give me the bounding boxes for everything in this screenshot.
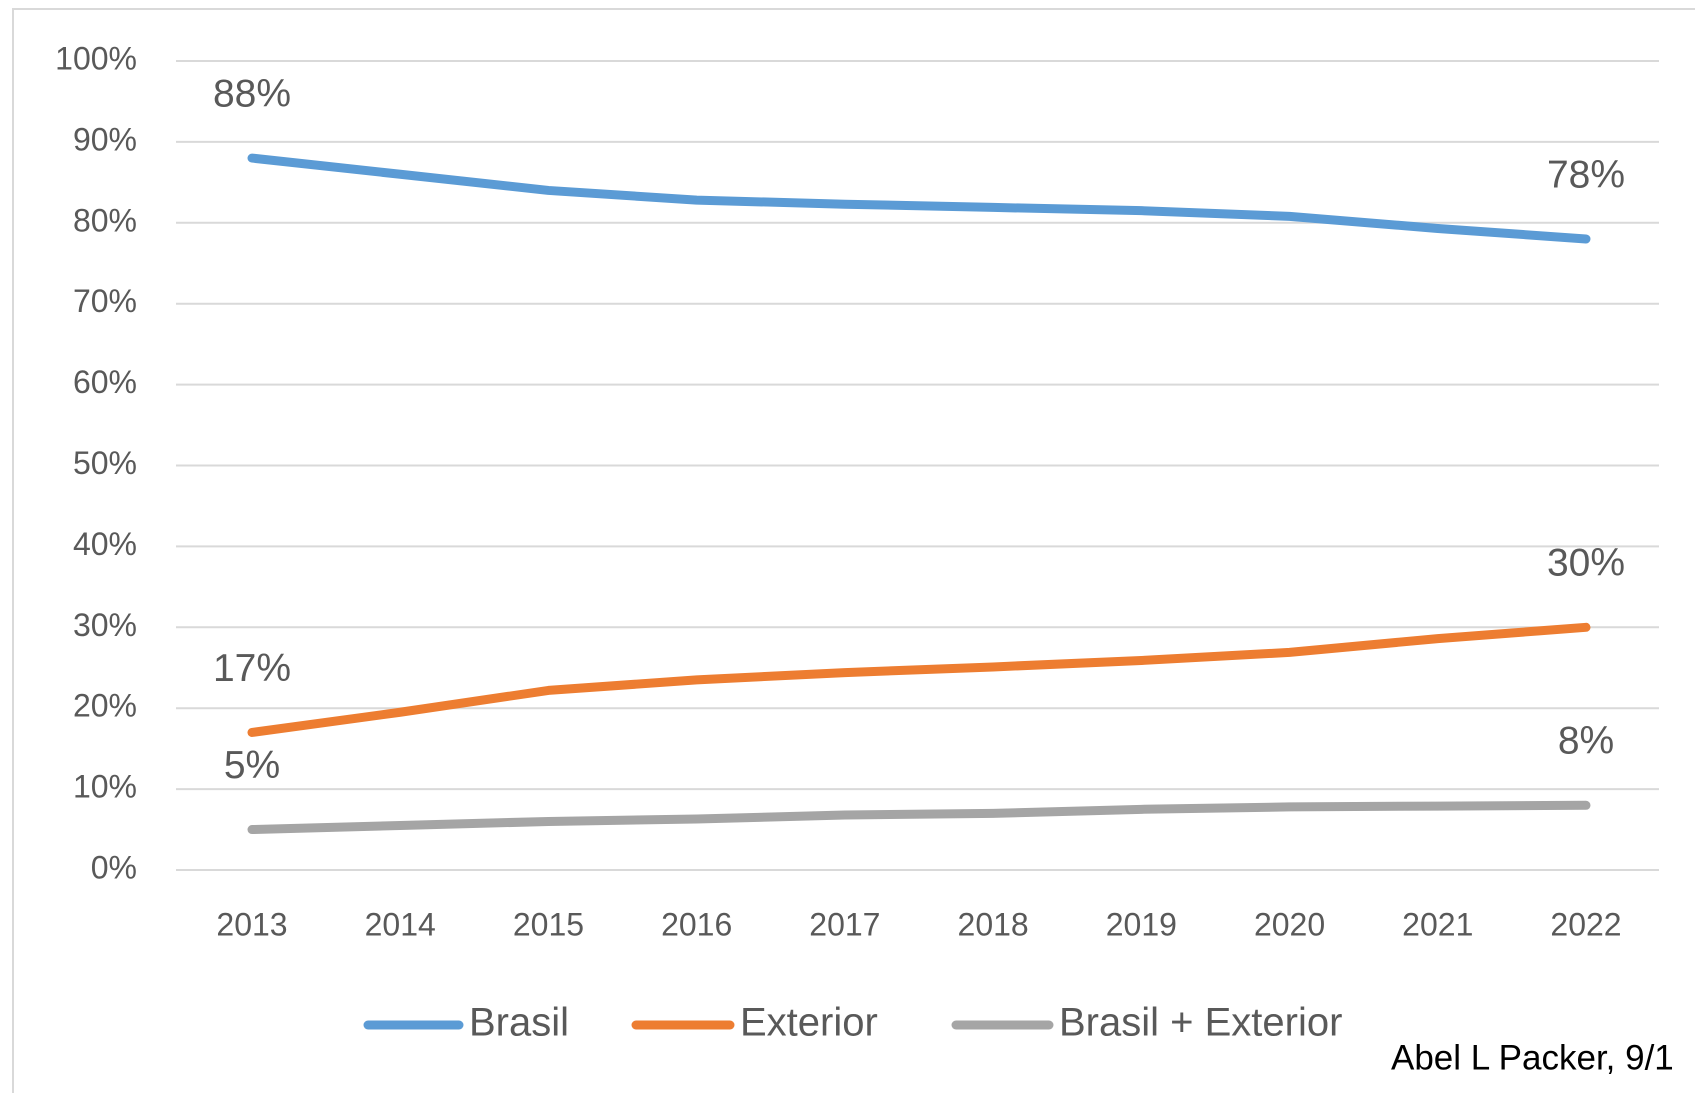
series-line — [247, 153, 1591, 244]
legend-label: Brasil — [469, 1001, 569, 1045]
x-tick-label: 2014 — [365, 906, 436, 942]
x-tick-label: 2015 — [513, 906, 584, 942]
annotation: Abel L Packer, 9/1 — [1391, 1038, 1674, 1077]
y-tick-label: 70% — [73, 283, 137, 319]
y-tick-label: 90% — [73, 121, 137, 157]
data-label: 17% — [213, 647, 291, 690]
data-label: 5% — [224, 744, 280, 787]
y-tick-label: 0% — [91, 849, 137, 885]
y-tick-label: 60% — [73, 364, 137, 400]
x-tick-label: 2020 — [1254, 906, 1325, 942]
x-tick-label: 2017 — [809, 906, 880, 942]
x-tick-label: 2019 — [1106, 906, 1177, 942]
y-tick-label: 50% — [73, 445, 137, 481]
y-tick-label: 80% — [73, 202, 137, 238]
legend-label: Exterior — [740, 1001, 878, 1045]
x-tick-label: 2021 — [1402, 906, 1473, 942]
y-tick-label: 40% — [73, 526, 137, 562]
legend-label: Brasil + Exterior — [1059, 1001, 1342, 1045]
y-tick-label: 10% — [73, 769, 137, 805]
y-tick-label: 100% — [55, 40, 137, 76]
data-label: 8% — [1558, 720, 1614, 763]
series-line — [247, 622, 1591, 737]
y-tick-label: 20% — [73, 688, 137, 724]
data-label: 30% — [1547, 542, 1625, 585]
chart-frame — [12, 8, 1695, 1093]
y-tick-label: 30% — [73, 607, 137, 643]
x-tick-label: 2016 — [661, 906, 732, 942]
data-label: 88% — [213, 72, 291, 115]
data-label: 78% — [1547, 153, 1625, 196]
series-line — [247, 800, 1591, 835]
x-tick-label: 2018 — [958, 906, 1029, 942]
x-tick-label: 2022 — [1550, 906, 1621, 942]
x-tick-label: 2013 — [216, 906, 287, 942]
